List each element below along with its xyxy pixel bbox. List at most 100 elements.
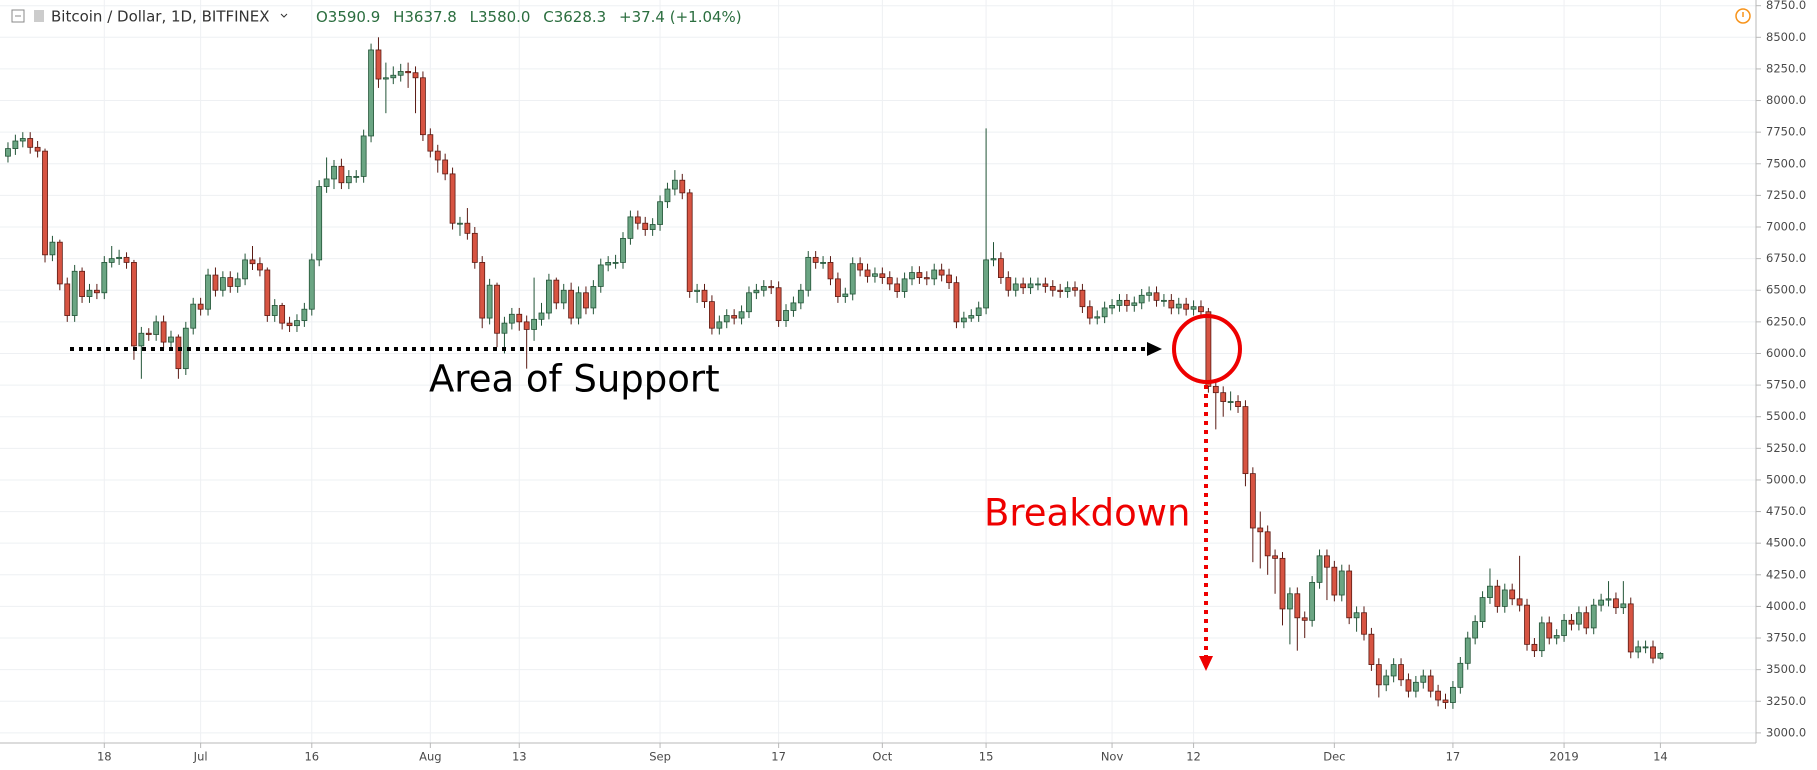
candle-body — [27, 138, 34, 148]
candle-body — [1153, 292, 1160, 301]
candle-body — [820, 262, 826, 264]
candle-body — [479, 262, 486, 319]
candle-body — [1450, 686, 1456, 703]
y-tick-label: 6250.0 — [1766, 314, 1806, 328]
candle-body — [368, 49, 374, 137]
candle-body — [1249, 473, 1256, 529]
candle-body — [523, 321, 530, 330]
y-tick-label: 8000.0 — [1766, 93, 1806, 107]
candle-body — [160, 321, 167, 343]
candle-body — [553, 279, 560, 304]
candle-body — [86, 289, 93, 297]
candle-body — [723, 315, 730, 323]
candle-body — [308, 259, 315, 310]
candle-body — [1464, 637, 1471, 664]
candle-body — [271, 305, 278, 316]
candle-body — [56, 241, 63, 285]
candle-body — [1531, 643, 1538, 652]
candle-body — [1412, 681, 1419, 692]
candle-body — [1427, 675, 1434, 692]
warning-icon[interactable] — [1735, 8, 1751, 24]
candle-body — [345, 176, 352, 184]
candle-body — [1420, 675, 1427, 683]
candle-body — [1072, 287, 1078, 291]
candle-body — [701, 289, 708, 303]
candle-body — [968, 315, 975, 319]
candle-body — [212, 274, 219, 291]
x-tick-label: 14 — [1653, 750, 1668, 764]
candle-body — [805, 256, 812, 291]
candle-body — [768, 286, 775, 289]
candle-body — [960, 317, 967, 323]
candle-body — [1324, 555, 1330, 568]
candle-body — [938, 269, 945, 276]
candle-body — [612, 262, 619, 264]
candle-body — [872, 273, 878, 277]
candle-body — [975, 307, 982, 316]
candle-body — [716, 321, 723, 329]
support-arrow-head — [1147, 342, 1162, 356]
candle-body — [494, 284, 500, 334]
candle-body — [516, 313, 523, 323]
candle-body — [108, 258, 115, 263]
candle-body — [449, 173, 456, 224]
candle-body — [42, 150, 48, 256]
candle-body — [79, 270, 85, 297]
grid — [0, 0, 1756, 743]
candle-body — [1575, 612, 1582, 625]
candle-body — [1375, 664, 1382, 686]
candle-body — [382, 77, 389, 80]
candle-body — [760, 286, 767, 291]
y-tick-label: 7250.0 — [1766, 188, 1806, 202]
candle-body — [153, 321, 160, 335]
candle-body — [1012, 283, 1019, 291]
candle-body — [1620, 603, 1627, 609]
candle-body — [1627, 603, 1634, 653]
candle-body — [1020, 283, 1027, 289]
candle-body — [753, 289, 760, 294]
candle-body — [1613, 598, 1619, 609]
candle-body — [568, 289, 575, 319]
candle-body — [1338, 570, 1345, 596]
x-tick-label: Nov — [1101, 750, 1124, 764]
candle-body — [546, 279, 552, 314]
candle-body — [71, 270, 78, 316]
collapse-icon[interactable] — [11, 9, 25, 23]
candle-body — [627, 216, 634, 239]
candle-body — [634, 216, 641, 224]
candle-body — [575, 292, 582, 319]
candle-body — [390, 74, 397, 79]
candle-body — [457, 222, 463, 225]
y-tick-label: 5750.0 — [1766, 378, 1806, 392]
candle-body — [175, 336, 182, 370]
ohlc-values: O3590.9 H3637.8 L3580.0 C3628.3 +37.4 (+… — [316, 8, 742, 26]
candle-body — [842, 293, 849, 297]
candle-body — [219, 277, 226, 291]
symbol-icon — [34, 10, 44, 22]
candle-body — [1294, 593, 1301, 619]
candle-body — [145, 332, 152, 335]
candle-body — [286, 322, 293, 327]
candle-body — [731, 315, 738, 319]
candle-body — [1598, 599, 1605, 606]
candle-body — [64, 283, 71, 316]
y-tick-label: 8750.0 — [1766, 0, 1806, 12]
breakdown-label: Breakdown — [984, 492, 1190, 535]
candle-body — [1242, 406, 1249, 475]
candle-body — [1272, 555, 1278, 559]
candle-body — [679, 179, 686, 194]
y-tick-label: 3500.0 — [1766, 662, 1806, 676]
candle-body — [931, 269, 938, 280]
close-value: C3628.3 — [543, 8, 606, 26]
candle-body — [190, 303, 197, 329]
candle-body — [116, 256, 123, 260]
x-tick-label: Aug — [419, 750, 441, 764]
candle-body — [249, 259, 256, 265]
dropdown-caret[interactable] — [280, 13, 288, 18]
candle-body — [953, 282, 960, 323]
candle-body — [1109, 305, 1115, 309]
candle-body — [1227, 401, 1234, 403]
candle-body — [1561, 619, 1567, 636]
candle-body — [901, 278, 908, 292]
